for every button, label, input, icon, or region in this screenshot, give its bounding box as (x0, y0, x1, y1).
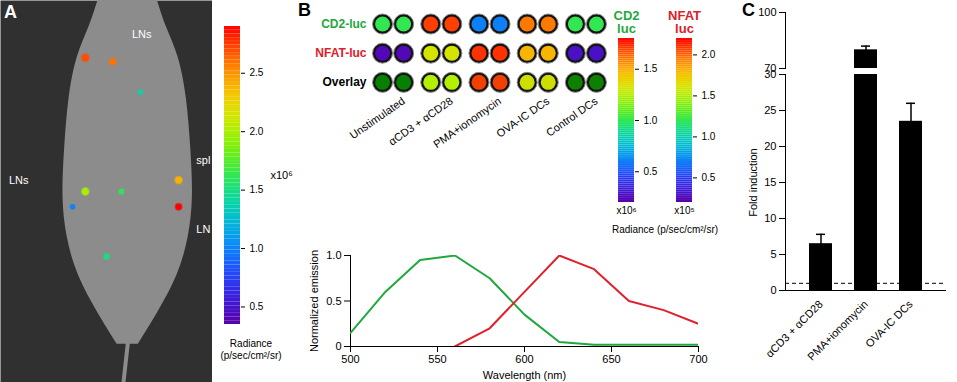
svg-text:25: 25 (764, 104, 776, 116)
svg-text:1.5: 1.5 (644, 63, 658, 74)
svg-text:1.0: 1.0 (644, 115, 658, 126)
svg-text:NFATluc: NFATluc (668, 8, 701, 36)
svg-text:5: 5 (770, 248, 776, 260)
svg-text:10: 10 (764, 212, 776, 224)
svg-text:600: 600 (515, 353, 533, 365)
svg-text:2.0: 2.0 (250, 126, 264, 137)
svg-text:15: 15 (764, 176, 776, 188)
html-text:B: B (298, 0, 311, 20)
svg-text:0: 0 (770, 284, 776, 296)
svg-text:LNs: LNs (9, 174, 29, 186)
svg-text:20: 20 (764, 140, 776, 152)
svg-text:OVA-IC DCs: OVA-IC DCs (863, 297, 915, 349)
html-text:Radiance (p/sec/cm²/sr): Radiance (p/sec/cm²/sr) (611, 224, 719, 235)
svg-text:PMA+ionomycin: PMA+ionomycin (805, 298, 870, 363)
svg-text:100: 100 (758, 6, 776, 18)
svg-text:650: 650 (602, 353, 620, 365)
svg-text:30: 30 (764, 68, 776, 80)
html-text:A: A (4, 2, 17, 22)
svg-text:1.5: 1.5 (250, 184, 264, 195)
svg-text:0.5: 0.5 (644, 166, 658, 177)
svg-text:1.0: 1.0 (702, 131, 716, 142)
svg-text:0: 0 (335, 340, 341, 352)
svg-text:x10⁶: x10⁶ (271, 169, 293, 181)
svg-text:Overlay: Overlay (322, 75, 366, 89)
svg-text:0.5: 0.5 (702, 172, 716, 183)
svg-text:αCD3 + αCD28: αCD3 + αCD28 (386, 94, 455, 148)
svg-text:Control DCs: Control DCs (544, 94, 600, 138)
svg-text:PMA+ionomycin: PMA+ionomycin (431, 95, 503, 151)
svg-text:NFAT-luc: NFAT-luc (315, 46, 366, 60)
html-text:Radiance (p/sec/cm²/sr): Radiance (p/sec/cm²/sr) (220, 338, 282, 361)
svg-text:CD2-luc: CD2-luc (321, 17, 367, 31)
svg-text:LN: LN (196, 223, 210, 235)
svg-text:OVA-IC DCs: OVA-IC DCs (494, 94, 552, 139)
svg-text:spl: spl (196, 154, 210, 166)
svg-text:LNs: LNs (132, 28, 152, 40)
svg-text:Wavelength (nm): Wavelength (nm) (483, 369, 566, 381)
svg-text:500: 500 (341, 353, 359, 365)
svg-text:0.5: 0.5 (326, 295, 341, 307)
html-text:C: C (742, 0, 755, 20)
svg-text:2.5: 2.5 (250, 67, 264, 78)
svg-text:x10⁵: x10⁵ (674, 205, 694, 216)
svg-text:1.0: 1.0 (250, 243, 264, 254)
svg-text:Fold induction: Fold induction (747, 148, 759, 217)
svg-text:1.5: 1.5 (702, 90, 716, 101)
svg-text:550: 550 (428, 353, 446, 365)
svg-text:2.0: 2.0 (702, 49, 716, 60)
svg-text:Unstimulated: Unstimulated (347, 94, 407, 142)
svg-text:αCD3 + αCD28: αCD3 + αCD28 (763, 297, 825, 360)
svg-text:CD2luc: CD2luc (613, 8, 639, 36)
svg-text:1.0: 1.0 (326, 249, 341, 261)
svg-text:0.5: 0.5 (250, 301, 264, 312)
svg-text:x10⁶: x10⁶ (616, 205, 636, 216)
svg-text:700: 700 (689, 353, 707, 365)
svg-text:Normalized emission: Normalized emission (308, 250, 320, 352)
